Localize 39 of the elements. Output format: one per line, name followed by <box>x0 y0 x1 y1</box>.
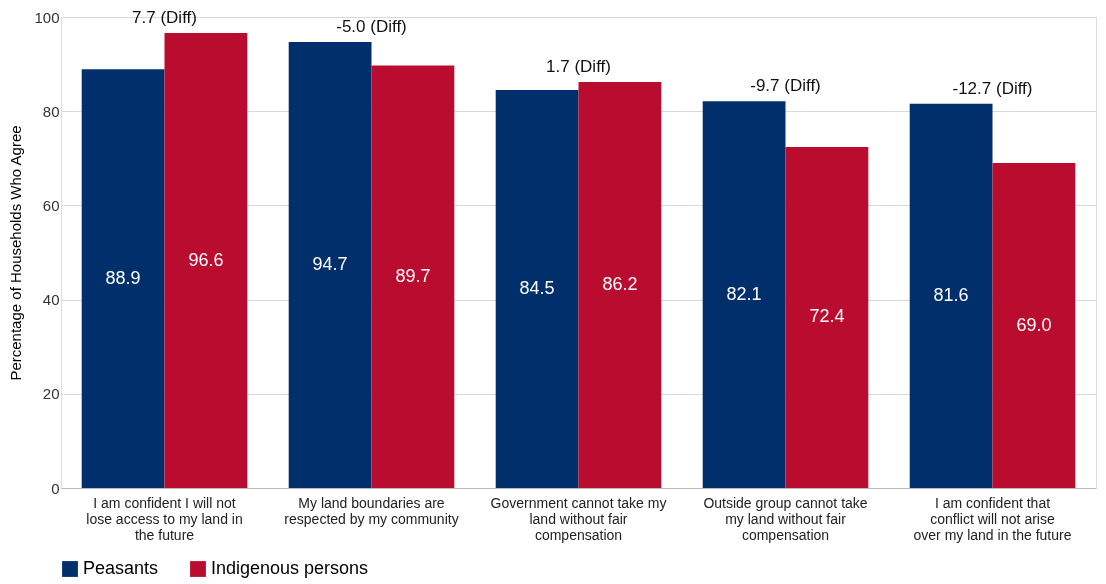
y-tick-label: 0 <box>51 479 60 497</box>
annotation: -9.7 (Diff) <box>750 76 821 96</box>
bar <box>164 33 248 488</box>
annotation: -12.7 (Diff) <box>952 78 1033 98</box>
bar <box>578 82 662 488</box>
bar <box>288 41 372 488</box>
legend-label: Peasants <box>83 558 159 578</box>
data-label: 72.4 <box>809 306 845 327</box>
bar <box>909 103 993 488</box>
bar <box>495 90 579 488</box>
annotation: 1.7 (Diff) <box>546 57 611 76</box>
legend-label: Indigenous persons <box>211 558 369 578</box>
x-tick-label: I am confident I will not lose access to my land in the future <box>86 494 243 543</box>
y-tick-label: 100 <box>34 8 60 26</box>
data-label: 86.2 <box>602 274 638 294</box>
bar <box>992 163 1076 488</box>
y-tick-label: 20 <box>42 385 60 403</box>
data-label: 88.9 <box>105 267 141 288</box>
x-tick-label: Government cannot take my land without fair compensation <box>490 494 667 543</box>
y-tick-label: 80 <box>42 102 60 120</box>
data-label: 94.7 <box>312 253 348 274</box>
x-tick-label: My land boundaries are respected by my community <box>284 494 459 527</box>
data-label: 82.1 <box>726 283 762 304</box>
data-label: 84.5 <box>519 278 555 298</box>
y-axis-title: Percentage of Households Who Agree <box>7 125 25 381</box>
annotation: -5.0 (Diff) <box>336 16 407 36</box>
bar <box>371 65 455 488</box>
bar <box>702 101 786 488</box>
data-label: 96.6 <box>188 249 224 270</box>
y-tick-label: 40 <box>42 291 60 309</box>
bar <box>81 69 165 488</box>
annotation: 7.7 (Diff) <box>132 8 197 28</box>
y-tick-label: 60 <box>42 196 60 214</box>
data-label: 89.7 <box>395 265 431 286</box>
x-tick-label: Outside group cannot take my land without fair compensation <box>703 494 868 543</box>
bar <box>785 147 869 488</box>
x-tick-label: I am confident that conflict will not arise over my land in the future <box>913 494 1072 543</box>
data-label: 69.0 <box>1016 314 1052 335</box>
data-label: 81.6 <box>933 284 969 305</box>
